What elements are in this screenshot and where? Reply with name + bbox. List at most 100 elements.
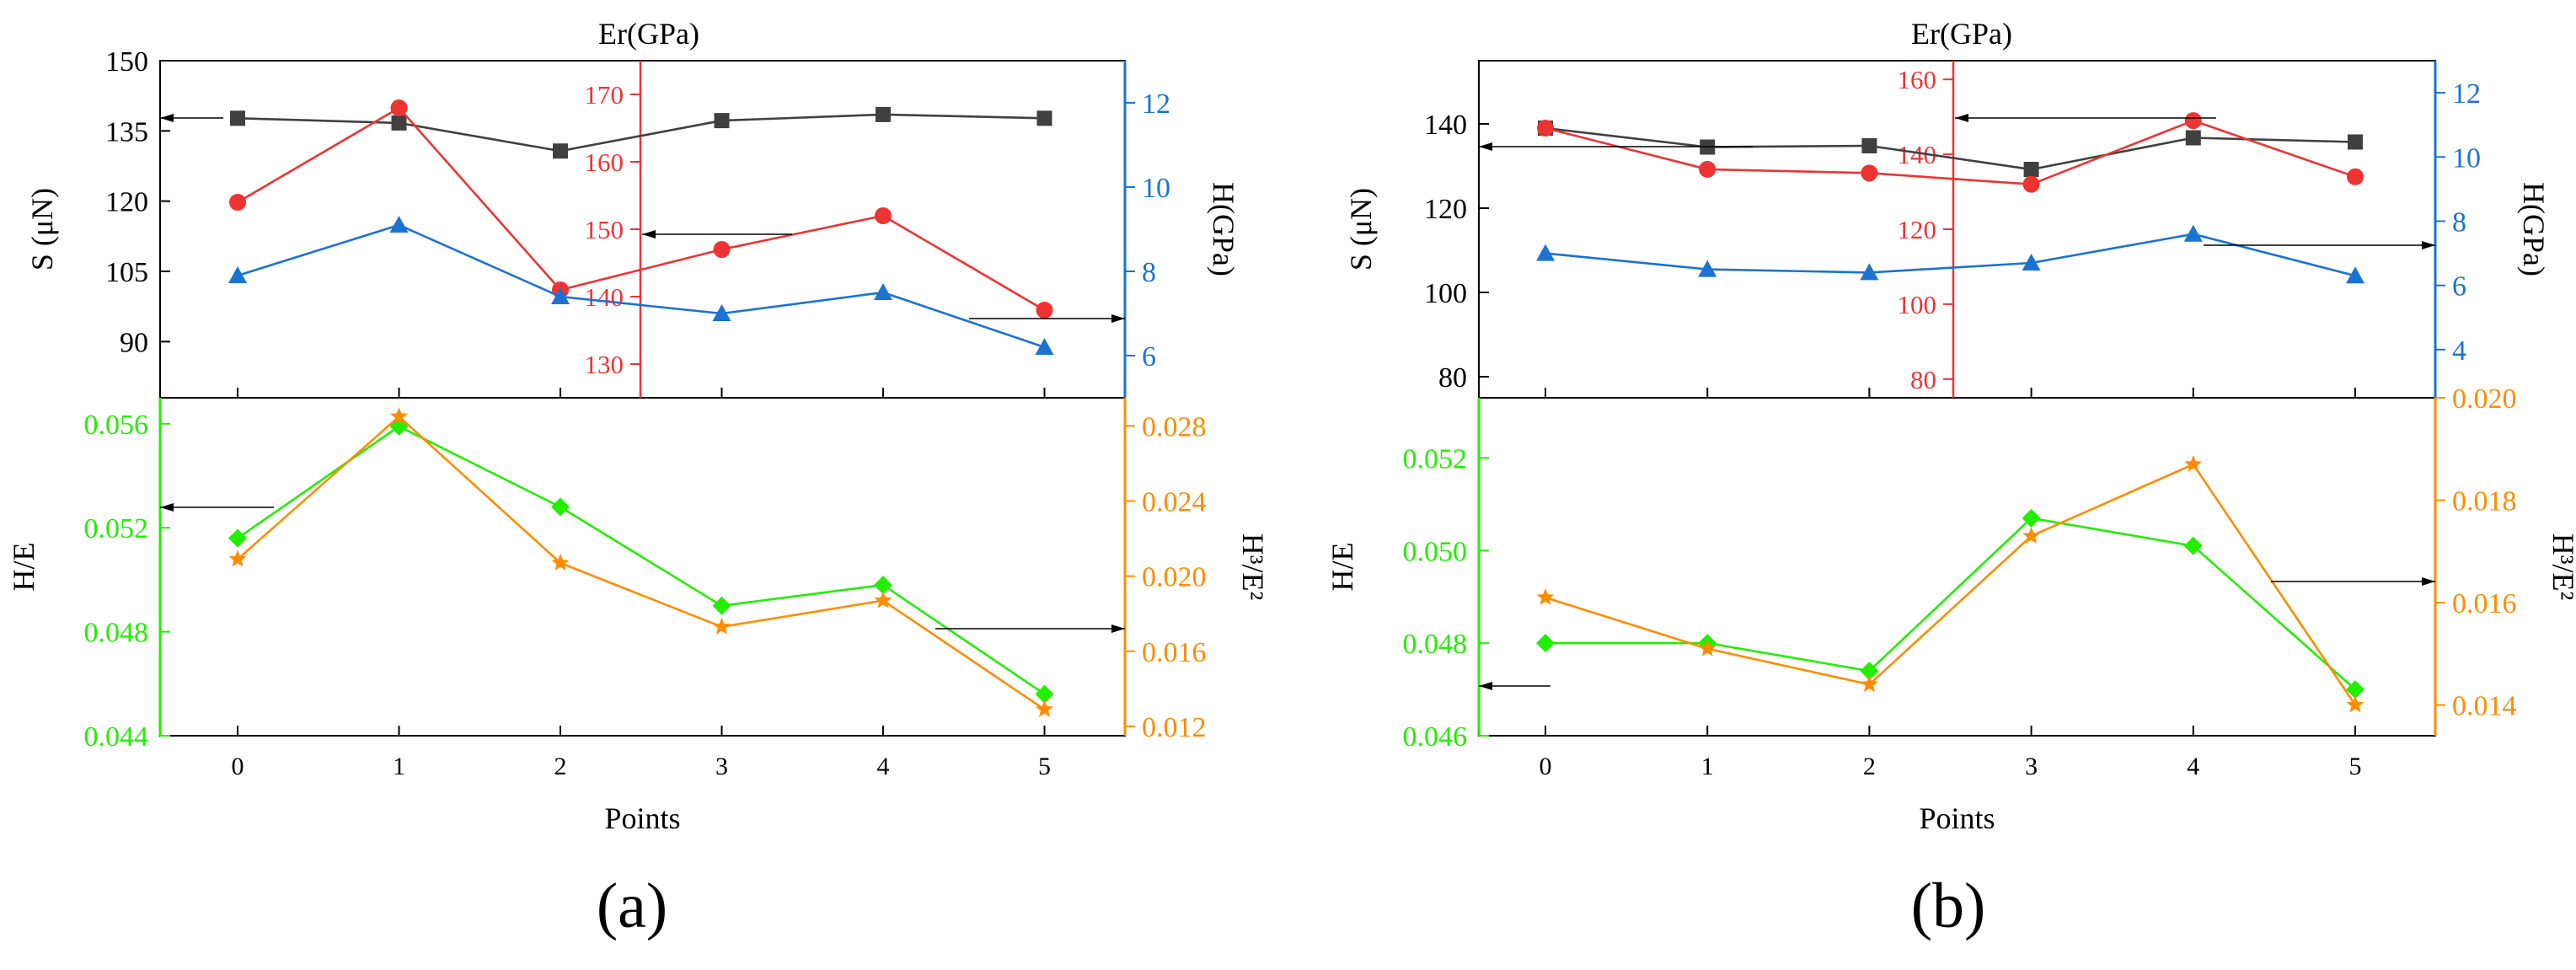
panel-a-x-axis-label: Points: [604, 801, 680, 835]
panel-a-axis-arrow-0-head: [160, 114, 174, 122]
panel-a-series-s-point-4: [876, 106, 891, 122]
panel-a-series-he-point-0: [228, 549, 247, 567]
panel-a-series-er-line: [237, 106, 1046, 312]
panel-b-series-he-line: [1545, 463, 2357, 706]
panel-a-series-h-point-4: [874, 283, 892, 300]
panel-a-series-he-point-5: [1035, 684, 1054, 704]
panel-b-axis-arrow-1-head: [1955, 114, 1968, 122]
panel-a-series-he-point-4: [874, 591, 892, 608]
panel-a-h-axis-label: H(GPa): [1207, 182, 1240, 276]
panel-a-series-s-point-1: [391, 115, 407, 131]
panel-b-h-tick-label: 8: [2452, 206, 2466, 238]
panel-b-he-tick-label: 0.046: [1403, 721, 1468, 753]
panel-b-x-tick-label: 1: [1701, 753, 1714, 780]
panel-b-er-tick-label: 100: [1898, 290, 1937, 319]
panel-a-series-h-point-5: [1035, 338, 1054, 355]
panel-b-series-he-point-5: [2346, 695, 2364, 713]
panel-a-series-he-point-2: [551, 497, 570, 517]
panel-a-h-tick-label: 12: [1142, 88, 1170, 120]
panel-b-s-tick-label: 140: [1424, 110, 1467, 141]
panel-a-axis-arrow-1-head: [642, 230, 656, 238]
panel-b-series-er-point-3: [2022, 175, 2040, 193]
panel-b-series-h-point-4: [2183, 224, 2203, 242]
panel-a-series-h-point-2: [551, 287, 570, 304]
panel-b-series-er-point-0: [1537, 120, 1554, 137]
panel-a-er-tick-label: 130: [585, 350, 624, 379]
panel-b-h3e2-axis-label: H³/E²: [2547, 533, 2576, 601]
panel-b-series-s-line: [1545, 126, 2356, 171]
panel-b-x-tick-label: 0: [1540, 753, 1552, 780]
panel-b-he-tick-label: 0.048: [1403, 629, 1468, 660]
panel-a-x-tick-label: 1: [393, 753, 405, 780]
panel-a-series-s-point-5: [1036, 110, 1052, 126]
panel-a-x-tick-label: 3: [715, 753, 728, 780]
panel-a-series-he-point-5: [1036, 699, 1053, 717]
panel-b-axis-arrow-2-head: [2422, 241, 2435, 249]
panel-a-series-s-point-2: [553, 143, 568, 159]
panel-a-series-s-point-3: [714, 113, 730, 129]
panel-b-series-s-point-2: [1861, 138, 1877, 153]
panel-b-series-he-point-1: [1698, 639, 1716, 656]
panel-b-h-axis-label: H(GPa): [2517, 182, 2551, 276]
panel-a-he-tick-label: 0.048: [84, 618, 149, 649]
panel-a-series-s-line: [237, 113, 1045, 153]
panel-a-er-tick-label: 140: [585, 282, 624, 312]
panel-b-series-h-point-5: [2346, 266, 2364, 284]
panel-a-he-tick-label: 0.044: [84, 721, 149, 753]
panel-a-series-he-point-3: [713, 617, 731, 635]
panel-b-x-tick-label: 3: [2025, 753, 2038, 780]
panel-a-series-he-point-2: [551, 554, 570, 571]
panel-a-er-axis-label: Er(GPa): [598, 17, 699, 51]
panel-b-h3e2-tick-label: 0.020: [2452, 383, 2517, 415]
panel-b-h-tick-label: 6: [2452, 271, 2466, 303]
panel-b-series-he-point-3: [2022, 527, 2041, 544]
panel-b-series-er-point-2: [1861, 164, 1878, 182]
panel-b-h3e2-tick-label: 0.016: [2452, 588, 2517, 619]
panel-b-series-h-point-2: [1860, 263, 1879, 281]
panel-a-s-tick-label: 90: [120, 327, 148, 358]
panel-b-series-he-point-2: [1860, 675, 1878, 693]
panel-a-x-tick-label: 5: [1038, 753, 1051, 780]
panel-label-a: (a): [597, 871, 667, 941]
panel-b-series-er-point-5: [2347, 168, 2364, 185]
panel-a-series-h-point-1: [389, 216, 409, 233]
panel-b-axis-arrow-0-head: [1479, 142, 1492, 151]
panel-b-x-tick-label: 5: [2349, 753, 2362, 780]
panel-a-s-tick-label: 105: [105, 257, 148, 288]
panel-b-he-axis-label: H/E: [1325, 543, 1359, 592]
panel-a-series-he-point-4: [874, 576, 892, 595]
panel-a-h3e2-tick-label: 0.028: [1142, 411, 1207, 442]
panel-b-s-axis-label: S (μN): [1344, 188, 1378, 271]
panel-a-s-axis-label: S (μN): [25, 188, 59, 271]
panel-a-top-frame: [159, 60, 1126, 399]
panel-a-h3e2-tick-label: 0.024: [1142, 487, 1207, 518]
panel-b-series-he-point-5: [2346, 680, 2364, 699]
panel-a-x-tick-label: 2: [554, 753, 567, 780]
panel-a-he-axis-label: H/E: [7, 543, 40, 592]
panel-b-h-tick-label: 4: [2452, 335, 2466, 367]
panel-a-series-he-point-0: [228, 528, 247, 548]
panel-b-series-he-point-3: [2022, 508, 2041, 528]
panel-b-series-s-point-4: [2185, 130, 2201, 146]
panel-a-er-tick-label: 160: [585, 147, 624, 177]
panel-b-series-he-point-4: [2184, 455, 2203, 472]
panel-b-h-tick-label: 12: [2452, 78, 2481, 110]
panel-b-series-er-line: [1545, 119, 2356, 186]
panel-b-er-tick-label: 120: [1898, 215, 1937, 244]
panel-b-h3e2-tick-label: 0.018: [2452, 486, 2517, 517]
panel-a-axis-arrow-2-head: [1111, 314, 1125, 323]
panel-a-series-h-line: [237, 223, 1045, 349]
panel-a-h3e2-tick-label: 0.016: [1142, 637, 1207, 668]
panel-b-series-he-point-2: [1860, 662, 1879, 681]
panel-b-er-tick-label: 160: [1898, 65, 1937, 94]
panel-a-er-tick-label: 150: [585, 215, 624, 244]
panel-a-series-h-point-0: [228, 266, 247, 283]
panel-a-x-tick-label: 4: [877, 753, 890, 780]
panel-a-series-h-point-3: [712, 304, 731, 321]
panel-a-s-tick-label: 120: [105, 187, 148, 218]
panel-b-series-er-point-4: [2184, 112, 2202, 130]
panel-a-x-tick-label: 0: [232, 753, 244, 780]
panel-a-series-er-point-0: [229, 194, 246, 211]
panel-b-series-h-point-3: [2022, 254, 2041, 271]
panel-a-axis-arrow-4-head: [1111, 624, 1125, 633]
